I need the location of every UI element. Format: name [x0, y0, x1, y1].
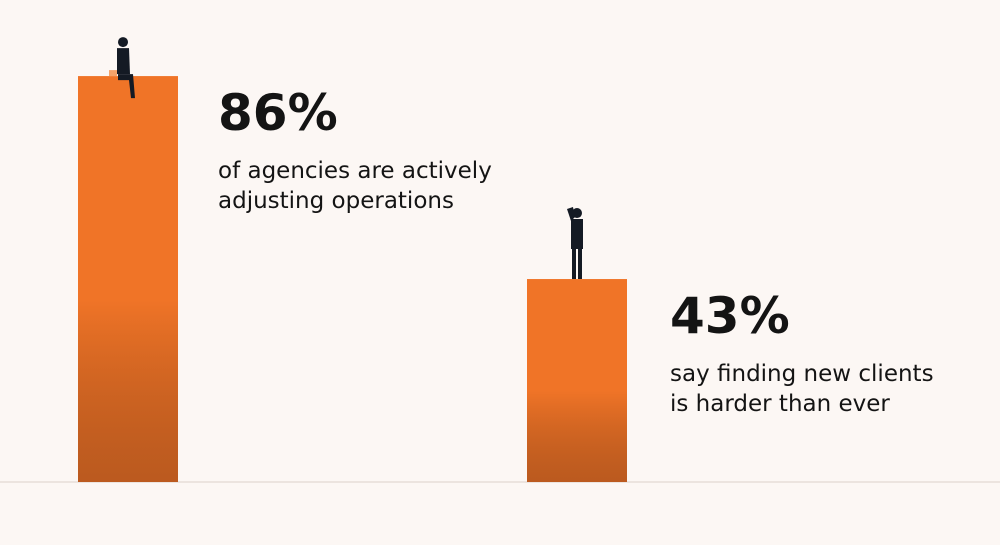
- figure: [567, 207, 583, 280]
- value-label: 86%: [218, 84, 338, 142]
- description: of agencies are actively: [218, 158, 492, 184]
- value-label: 43%: [670, 287, 790, 345]
- description: is harder than ever: [670, 391, 890, 417]
- bar-texture: [527, 279, 627, 482]
- bar-texture: [78, 76, 178, 482]
- description: adjusting operations: [218, 188, 454, 214]
- description: say finding new clients: [670, 361, 934, 387]
